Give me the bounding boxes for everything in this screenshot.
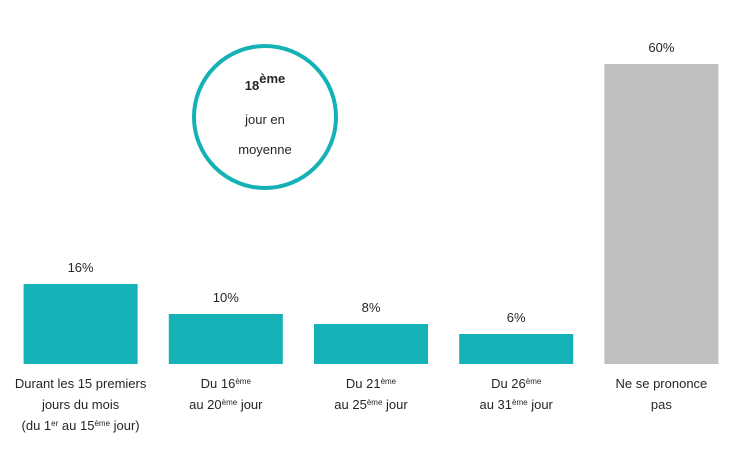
bar: [168, 314, 283, 364]
bar: [23, 284, 138, 364]
superscript: ème: [526, 377, 542, 386]
label-line: jours du mois: [41, 397, 120, 412]
label-line: Du 26ème: [491, 376, 542, 391]
value-label: 6%: [507, 310, 526, 325]
label-line: Du 16ème: [201, 376, 252, 391]
text-segment: au 25: [334, 397, 367, 412]
bar: [604, 64, 719, 364]
superscript: ème: [235, 377, 251, 386]
label-line: (du 1er au 15ème jour): [22, 418, 140, 433]
text-segment: au 31: [479, 397, 512, 412]
superscript: ème: [381, 377, 397, 386]
text-segment: jour: [528, 397, 554, 412]
value-label: 8%: [362, 300, 381, 315]
superscript: ème: [94, 419, 110, 428]
label-line: moyenne: [238, 142, 291, 157]
superscript: ème: [512, 398, 528, 407]
superscript: ème: [222, 398, 238, 407]
text-segment: jours du mois: [41, 397, 120, 412]
value-label: 60%: [648, 40, 674, 55]
text-segment: Du 16: [201, 376, 236, 391]
superscript: er: [51, 419, 58, 428]
text-segment: jour en: [244, 112, 285, 127]
label-line: pas: [651, 397, 672, 412]
text-segment: jour: [237, 397, 263, 412]
label-line: Ne se prononce: [616, 376, 708, 391]
value-label: 16%: [68, 260, 94, 275]
bar: [459, 334, 574, 364]
annotation-circle: [192, 44, 338, 190]
text-segment: jour): [110, 418, 140, 433]
superscript: ème: [367, 398, 383, 407]
label-line: 18ème: [245, 71, 286, 94]
label-line: Durant les 15 premiers: [15, 376, 147, 391]
text-segment: 18: [245, 78, 259, 93]
text-segment: au 15: [58, 418, 94, 433]
text-segment: moyenne: [238, 142, 291, 157]
text-segment: (du 1: [22, 418, 52, 433]
text-segment: Du 26: [491, 376, 526, 391]
text-segment: pas: [651, 397, 672, 412]
label-line: au 31ème jour: [479, 397, 553, 412]
text-segment: Durant les 15 premiers: [15, 376, 147, 391]
value-label: 10%: [213, 290, 239, 305]
superscript: ème: [259, 71, 285, 86]
label-line: Du 21ème: [346, 376, 397, 391]
text-segment: au 20: [189, 397, 222, 412]
bar: [314, 324, 428, 364]
label-line: jour en: [244, 112, 285, 127]
text-segment: jour: [382, 397, 408, 412]
label-line: au 25ème jour: [334, 397, 408, 412]
label-line: au 20ème jour: [189, 397, 263, 412]
text-segment: Ne se prononce: [616, 376, 708, 391]
text-segment: Du 21: [346, 376, 381, 391]
